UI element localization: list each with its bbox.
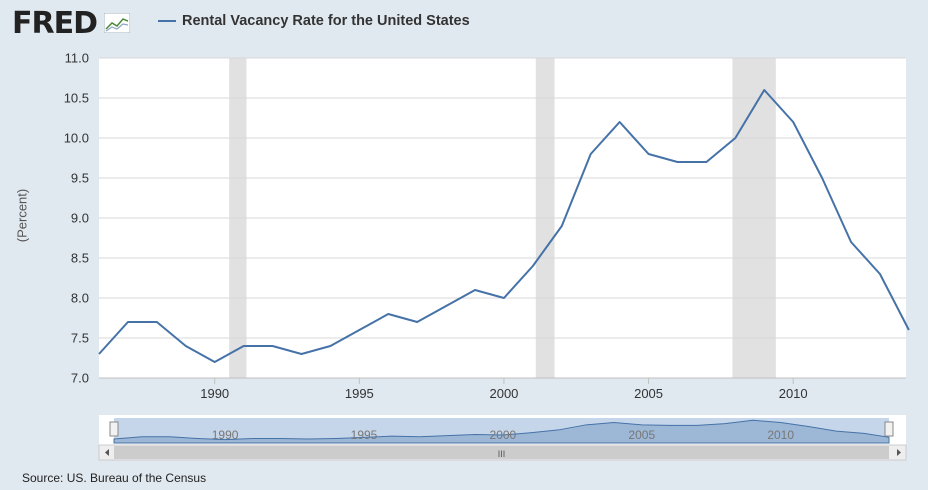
navigator-tick-label: 2000 (490, 428, 517, 442)
navigator-tick-label: 1990 (212, 428, 239, 442)
y-tick-label: 7.5 (71, 331, 89, 346)
y-tick-label: 8.5 (71, 251, 89, 266)
x-tick-label: 2005 (634, 386, 663, 401)
navigator-tick-label: 2010 (767, 428, 794, 442)
legend-swatch (158, 20, 176, 22)
y-tick-label: 8.0 (71, 291, 89, 306)
y-tick-label: 11.0 (65, 51, 89, 66)
navigator-handle[interactable] (884, 421, 894, 437)
scroll-right-arrow-icon[interactable] (897, 449, 901, 456)
scrollbar-thumb[interactable] (114, 446, 889, 459)
legend-label: Rental Vacancy Rate for the United State… (182, 13, 470, 29)
x-tick-label: 2000 (489, 386, 518, 401)
x-tick-label: 1990 (200, 386, 229, 401)
scrollbar-grip-label: III (498, 449, 506, 459)
fred-logo[interactable]: FRED (12, 6, 98, 41)
y-tick-label: 9.5 (71, 171, 89, 186)
y-tick-label: 10.5 (64, 91, 89, 106)
x-tick-label: 2010 (779, 386, 808, 401)
y-tick-label: 10.0 (64, 131, 89, 146)
navigator-series (113, 419, 890, 444)
line-chart: 7.0 7.5 8.0 8.5 9.0 9.5 10.0 10.5 11.0 1990 1995 20… (64, 51, 910, 461)
navigator-handle[interactable] (109, 421, 119, 437)
source-note: Source: US. Bureau of the Census (22, 471, 207, 485)
fred-graph-icon (104, 13, 130, 33)
x-tick-label: 1995 (345, 386, 374, 401)
scroll-left-arrow-icon[interactable] (105, 449, 109, 456)
y-tick-label: 9.0 (71, 211, 89, 226)
navigator-tick-label: 2005 (628, 428, 655, 442)
y-tick-label: 7.0 (71, 371, 89, 386)
navigator-tick-label: 1995 (351, 428, 378, 442)
chart-legend[interactable]: Rental Vacancy Rate for the United State… (158, 13, 470, 29)
